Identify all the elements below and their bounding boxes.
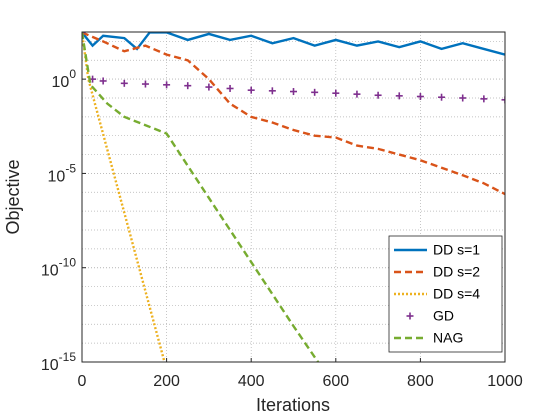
marker [99, 77, 107, 85]
marker [332, 89, 340, 97]
x-tick-label: 600 [322, 373, 349, 390]
marker [141, 80, 149, 88]
marker [406, 312, 414, 320]
plot-lines [82, 32, 505, 362]
x-tick-label: 200 [153, 373, 180, 390]
marker [290, 88, 297, 96]
ticks: 0 200 400 600 800 1000 10-15 10-10 10-5 100 [41, 67, 523, 390]
y-tick-label: 10-5 [48, 162, 77, 186]
x-tick-label: 400 [238, 373, 265, 390]
marker [480, 95, 488, 103]
marker [438, 93, 446, 101]
x-tick-label: 1000 [487, 373, 523, 390]
marker [184, 82, 192, 90]
marker [163, 81, 171, 89]
marker [395, 92, 403, 100]
y-tick-label: 100 [52, 67, 77, 91]
x-tick-label: 0 [78, 373, 87, 390]
marker [120, 79, 128, 87]
y-tick-label: 10-10 [41, 256, 76, 280]
axes-box [81, 31, 506, 363]
marker [247, 86, 255, 94]
legend-label: DD s=1 [433, 242, 480, 258]
series-line [82, 32, 505, 56]
x-tick-label: 800 [407, 373, 434, 390]
legend-label: NAG [433, 330, 463, 346]
marker [459, 94, 467, 102]
legend-label: GD [433, 308, 454, 324]
y-tick-label: 10-15 [41, 350, 76, 374]
marker [268, 87, 276, 95]
marker [311, 88, 319, 96]
marker [374, 91, 382, 99]
x-axis-label: Iterations [256, 395, 330, 415]
legend-label: DD s=4 [433, 286, 480, 302]
y-axis-label: Objective [3, 159, 23, 234]
series-line [82, 32, 505, 196]
series-line [82, 32, 320, 362]
marker [353, 90, 361, 98]
marker [205, 83, 213, 91]
marker [226, 84, 234, 92]
marker [501, 96, 505, 104]
legend-label: DD s=2 [433, 264, 480, 280]
legend: DD s=1 DD s=2 DD s=4 GD NAG [388, 235, 503, 353]
marker [416, 93, 424, 101]
